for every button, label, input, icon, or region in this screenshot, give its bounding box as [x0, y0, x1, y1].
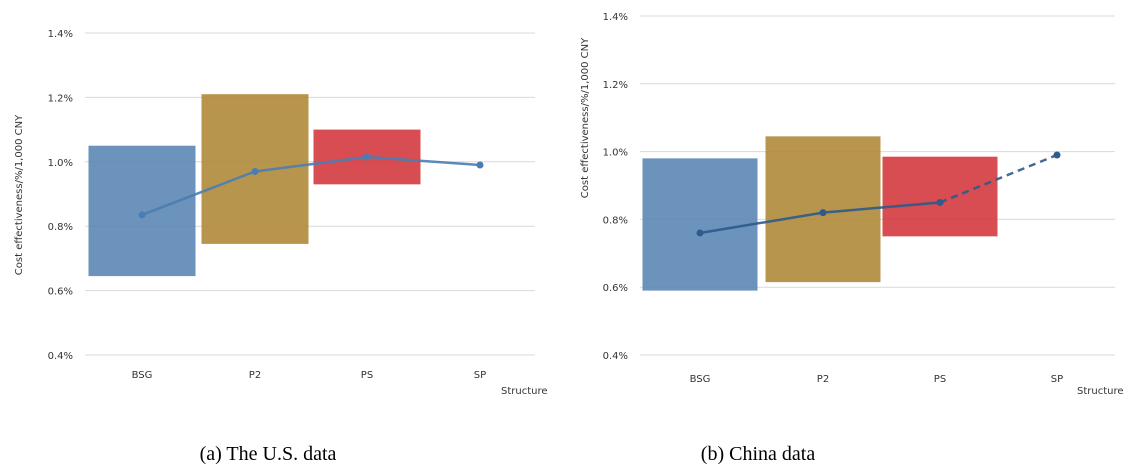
x-tick-label: BSG [132, 370, 153, 381]
line-segment [141, 170, 256, 217]
x-tick-label: SP [474, 370, 486, 381]
line-point-sp [476, 161, 484, 169]
y-tick-label: 0.6% [48, 287, 73, 298]
x-axis-title: Structure [1077, 386, 1124, 397]
y-tick-label: 1.4% [48, 29, 73, 40]
y-tick-label: 1.4% [603, 12, 628, 23]
y-tick-label: 0.8% [603, 215, 628, 226]
y-tick-label: 1.2% [603, 80, 628, 91]
x-tick-label: PS [361, 370, 373, 381]
x-tick-label: P2 [817, 374, 829, 385]
y-tick-label: 0.4% [48, 351, 73, 362]
y-tick-label: 0.8% [48, 222, 73, 233]
x-tick-label: P2 [249, 370, 261, 381]
line-point-p2 [819, 209, 827, 217]
chart-caption: (a) The U.S. data [200, 443, 337, 465]
x-tick-label: SP [1051, 374, 1063, 385]
chart-caption: (b) China data [701, 443, 816, 465]
x-axis-title: Structure [501, 386, 548, 397]
range-bar-ps [882, 156, 998, 237]
line-point-bsg [696, 229, 704, 237]
line-segment [699, 211, 824, 235]
line-point-bsg [138, 211, 146, 219]
y-tick-label: 0.6% [603, 283, 628, 294]
y-axis-title: Cost effectiveness/%/1,000 CNY [580, 37, 591, 198]
line-segment [822, 201, 941, 214]
line-point-p2 [251, 167, 259, 175]
line-segment [366, 155, 481, 167]
line-point-ps [363, 153, 371, 161]
line-point-ps [936, 198, 944, 206]
x-tick-label: BSG [690, 374, 711, 385]
range-bar-bsg [88, 145, 196, 277]
chart-china: Cost effectiveness/%/1,000 CNY Structure… [580, 12, 1124, 465]
y-tick-label: 0.4% [603, 351, 628, 362]
line-point-sp [1053, 151, 1061, 159]
y-tick-label: 1.0% [48, 158, 73, 169]
x-tick-label: PS [934, 374, 946, 385]
y-tick-label: 1.0% [603, 148, 628, 159]
range-bar-bsg [642, 158, 758, 291]
y-axis-title: Cost effectiveness/%/1,000 CNY [14, 114, 25, 275]
line-segment [254, 155, 368, 173]
line-segment [939, 153, 1058, 204]
chart-us: Cost effectiveness/%/1,000 CNY Structure… [14, 29, 548, 465]
y-tick-label: 1.2% [48, 93, 73, 104]
